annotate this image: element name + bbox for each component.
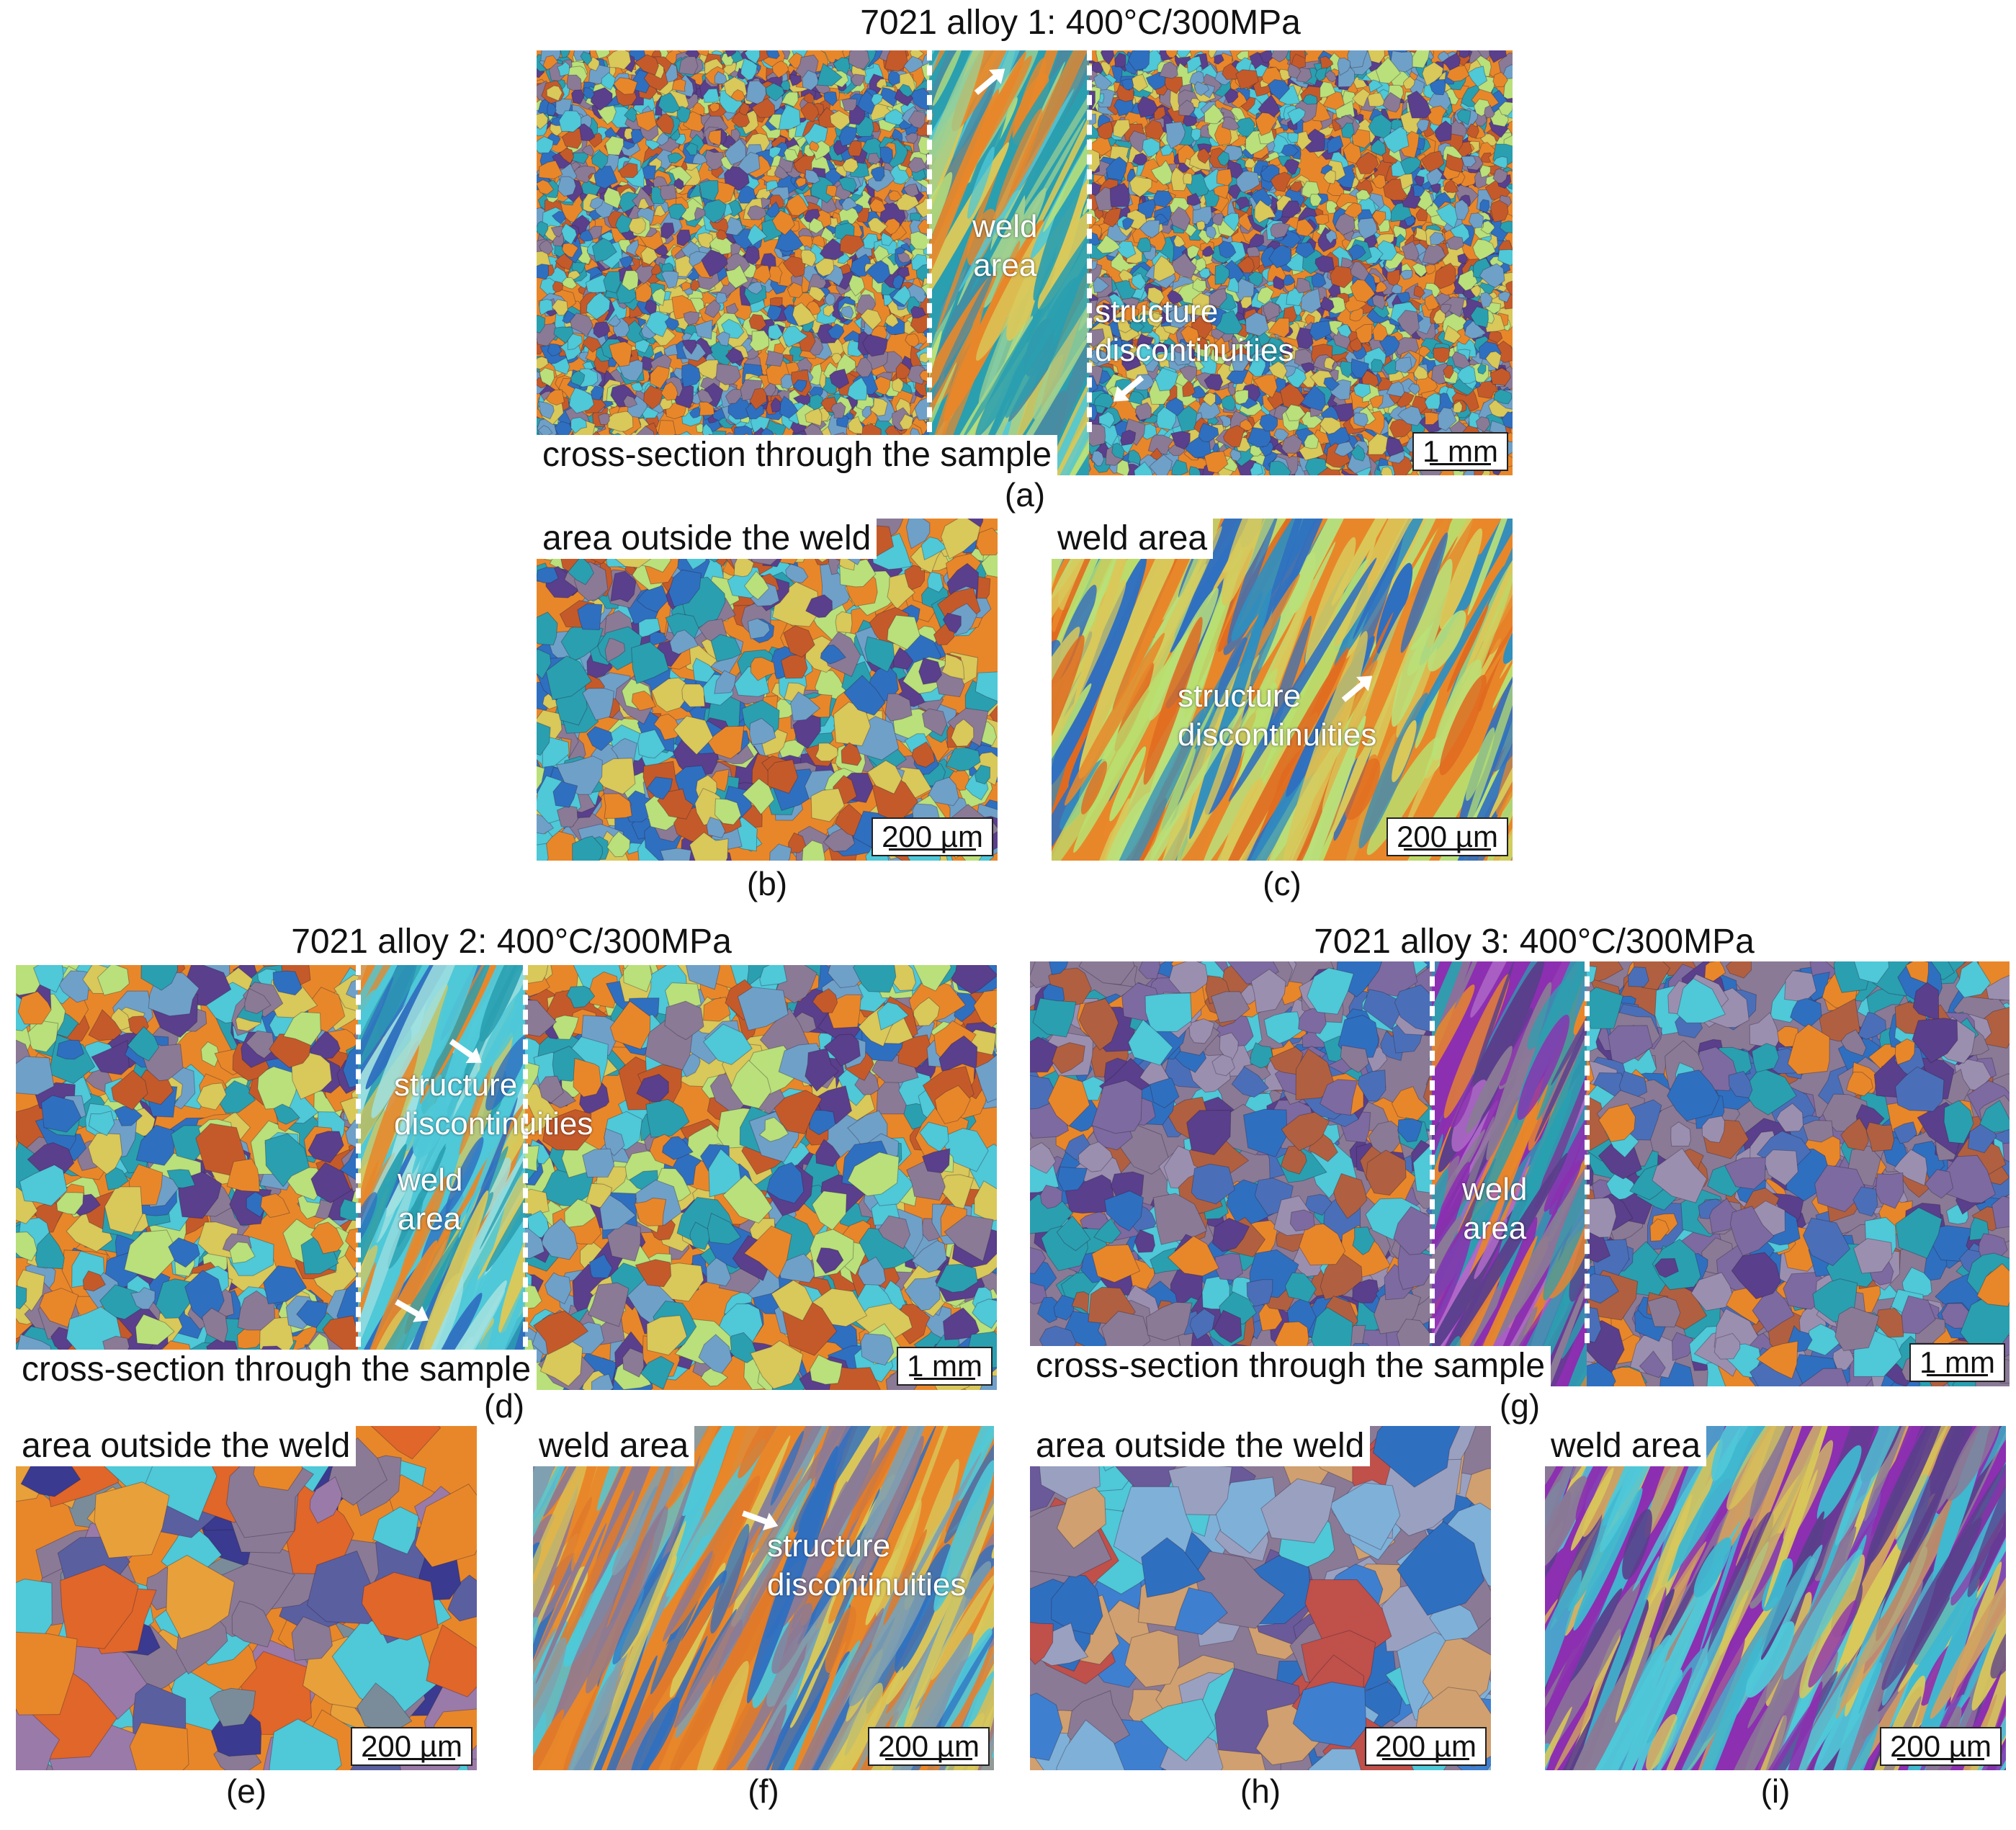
caption-a: (a) (1004, 476, 1046, 513)
caption-b: (b) (746, 865, 788, 902)
scale-bar-b: 200 µm (872, 817, 993, 856)
weld-boundary-right-g (1585, 961, 1590, 1343)
weld-boundary-right-d (523, 965, 528, 1347)
weld-band-a (929, 50, 1089, 475)
title-alloy-3: 7021 alloy 3: 400°C/300MPa (1314, 923, 1755, 961)
scale-bar-h: 200 µm (1365, 1727, 1487, 1766)
scale-bar-e: 200 µm (351, 1727, 472, 1766)
panel-f-micrograph: weld area structure discontinuities 200 µ… (533, 1426, 994, 1770)
caption-i: (i) (1760, 1772, 1791, 1810)
label-weld-area-f: weld area (533, 1426, 695, 1466)
grain-texture-h (1030, 1426, 1491, 1770)
panel-b-micrograph: area outside the weld 200 µm (537, 519, 998, 861)
panel-e-micrograph: area outside the weld 200 µm (16, 1426, 477, 1770)
grain-texture-e (16, 1426, 477, 1770)
caption-c: (c) (1263, 865, 1302, 902)
grain-texture-b (537, 519, 998, 861)
weld-boundary-left-a (927, 50, 932, 432)
title-alloy-2: 7021 alloy 2: 400°C/300MPa (291, 923, 732, 961)
panel-c-micrograph: weld area structure discontinuities 200 µ… (1052, 519, 1513, 861)
weld-texture-i (1545, 1426, 2006, 1770)
weld-label-a: weld area (972, 209, 1038, 283)
weld-label-d: weld area (398, 1162, 463, 1237)
scale-bar-i: 200 µm (1880, 1727, 2002, 1766)
discontinuities-label-f: structure discontinuities (767, 1528, 967, 1602)
title-alloy-1: 7021 alloy 1: 400°C/300MPa (860, 4, 1301, 42)
caption-d: (d) (483, 1387, 525, 1425)
scale-bar-c: 200 µm (1386, 817, 1508, 856)
caption-f: (f) (748, 1772, 779, 1810)
label-cross-section-d: cross-section through the sample (16, 1350, 537, 1390)
caption-g: (g) (1499, 1387, 1541, 1425)
weld-boundary-left-g (1430, 961, 1435, 1343)
caption-h: (h) (1240, 1772, 1281, 1810)
weld-boundary-right-a (1087, 50, 1092, 432)
weld-boundary-left-d (356, 965, 361, 1347)
scale-bar-f: 200 µm (868, 1727, 990, 1766)
label-cross-section-g: cross-section through the sample (1030, 1346, 1551, 1386)
discontinuities-label-c: structure discontinuities (1178, 678, 1377, 753)
grain-texture-d (16, 965, 997, 1390)
label-weld-area-c: weld area (1052, 519, 1214, 559)
discontinuities-label-d: structure discontinuities (394, 1067, 593, 1141)
panel-i-micrograph: weld area 200 µm (1545, 1426, 2006, 1770)
scale-bar-g: 1 mm (1909, 1343, 2005, 1382)
label-cross-section-a: cross-section through the sample (537, 435, 1058, 475)
panel-g-micrograph: weld area cross-section through the sampl… (1030, 961, 2010, 1386)
label-outside-weld-h: area outside the weld (1030, 1426, 1371, 1466)
panel-h-micrograph: area outside the weld 200 µm (1030, 1426, 1491, 1770)
weld-label-g: weld area (1462, 1172, 1528, 1246)
discontinuities-label-a: structure discontinuities (1095, 294, 1294, 368)
label-weld-area-i: weld area (1545, 1426, 1707, 1466)
scale-bar-a: 1 mm (1412, 432, 1508, 471)
scale-bar-d: 1 mm (897, 1347, 993, 1386)
weld-texture-c (1052, 519, 1513, 861)
panel-d-micrograph: structure discontinuities weld area cross-… (16, 965, 997, 1390)
caption-e: (e) (225, 1772, 267, 1810)
label-outside-weld-b: area outside the weld (537, 519, 877, 559)
panel-a-micrograph: weld area structure discontinuities cross-… (537, 50, 1513, 475)
label-outside-weld-e: area outside the weld (16, 1426, 357, 1466)
weld-texture-a (929, 50, 1089, 475)
